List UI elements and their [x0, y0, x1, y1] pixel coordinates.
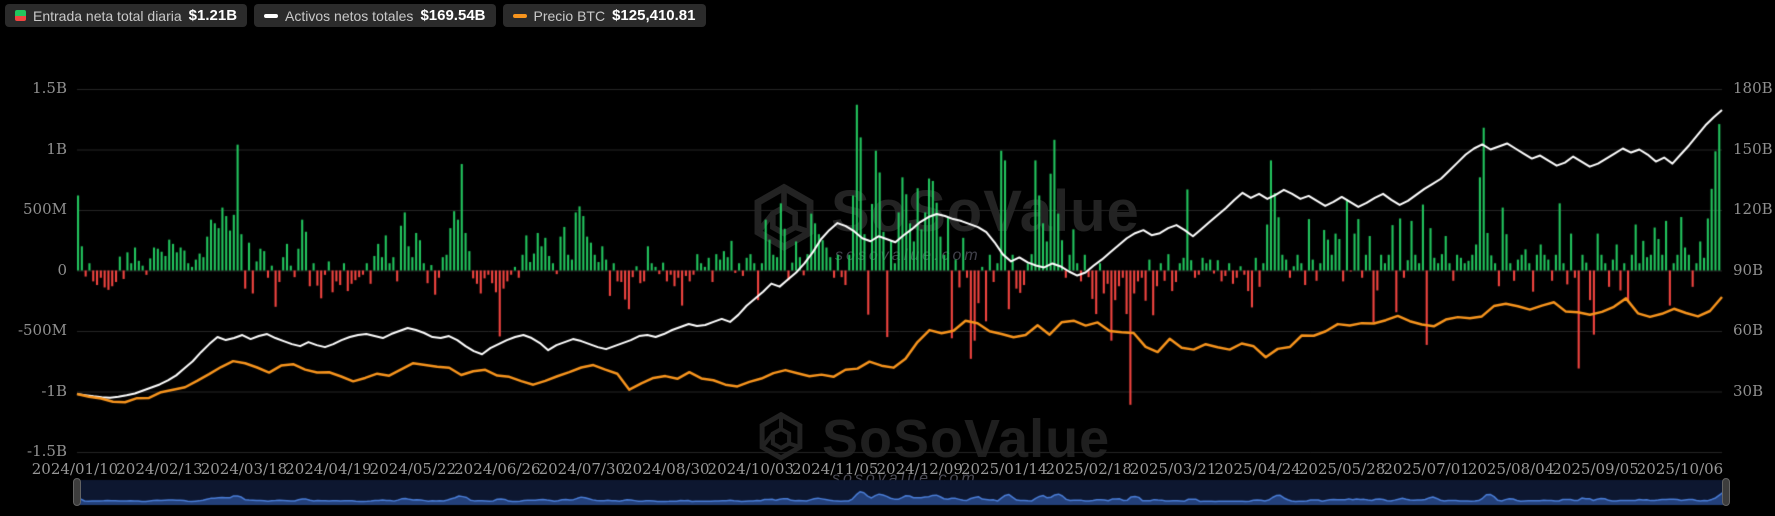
legend: Entrada neta total diaria $1.21B Activos…	[5, 4, 706, 27]
x-axis-tick: 2025/08/04	[1467, 460, 1555, 478]
y-axis-right-tick: 90B	[1733, 260, 1764, 279]
legend-value: $125,410.81	[612, 7, 696, 24]
inflow-bar-icon	[15, 10, 26, 21]
x-axis-tick: 2025/01/14	[960, 460, 1048, 478]
navigator[interactable]	[77, 480, 1727, 505]
x-axis-tick: 2025/05/28	[1298, 460, 1386, 478]
x-axis-tick: 2024/11/05	[792, 460, 879, 478]
x-axis-tick: 2025/09/05	[1552, 460, 1639, 478]
x-axis-tick: 2024/03/18	[200, 460, 288, 478]
y-axis-right-tick: 60B	[1733, 321, 1764, 339]
y-axis-left-tick: 1B	[46, 139, 67, 158]
y-axis-right-tick: 180B	[1733, 79, 1773, 97]
x-axis-tick: 2024/08/30	[623, 460, 710, 478]
assets-line-icon	[264, 13, 279, 18]
navigator-left-handle[interactable]	[73, 478, 81, 506]
y-axis-right-tick: 120B	[1733, 200, 1773, 218]
x-axis-tick: 2024/05/22	[369, 460, 457, 478]
btc-line-icon	[512, 13, 527, 18]
legend-label: Activos netos totales	[285, 7, 414, 24]
legend-value: $169.54B	[420, 7, 486, 24]
x-axis-tick: 2024/10/03	[707, 460, 795, 478]
y-axis-left-tick: 0	[57, 260, 67, 279]
x-axis-tick: 2025/02/18	[1045, 460, 1132, 478]
x-axis-tick: 2025/03/21	[1129, 460, 1217, 478]
legend-label: Precio BTC	[533, 7, 606, 24]
x-axis-tick: 2025/04/24	[1214, 460, 1301, 478]
x-axis-tick: 2024/06/26	[454, 460, 541, 478]
x-axis-tick: 2025/07/01	[1383, 460, 1470, 478]
x-axis-tick: 2024/07/30	[538, 460, 626, 478]
x-axis-tick: 2024/02/13	[116, 460, 203, 478]
y-axis-left-tick: -500M	[17, 321, 67, 339]
y-axis-right-tick: 150B	[1733, 139, 1773, 158]
x-axis-tick: 2024/12/09	[876, 460, 963, 478]
y-axis-right-tick: 30B	[1733, 381, 1764, 400]
y-axis-left-tick: 500M	[23, 200, 67, 218]
legend-label: Entrada neta total diaria	[33, 7, 182, 24]
legend-value: $1.21B	[188, 7, 238, 24]
y-axis-left-tick: -1B	[41, 381, 67, 400]
x-axis-tick: 2024/01/10	[31, 460, 119, 478]
x-axis-tick: 2024/04/19	[285, 460, 372, 478]
x-axis-tick: 2025/10/06	[1636, 460, 1724, 478]
navigator-right-handle[interactable]	[1722, 478, 1730, 506]
y-axis-left-tick: 1.5B	[32, 79, 67, 97]
legend-item-net-assets[interactable]: Activos netos totales $169.54B	[254, 4, 496, 27]
legend-item-btc-price[interactable]: Precio BTC $125,410.81	[502, 4, 706, 27]
y-axis-left-tick: -1.5B	[27, 442, 67, 460]
legend-item-daily-inflow[interactable]: Entrada neta total diaria $1.21B	[5, 4, 248, 27]
